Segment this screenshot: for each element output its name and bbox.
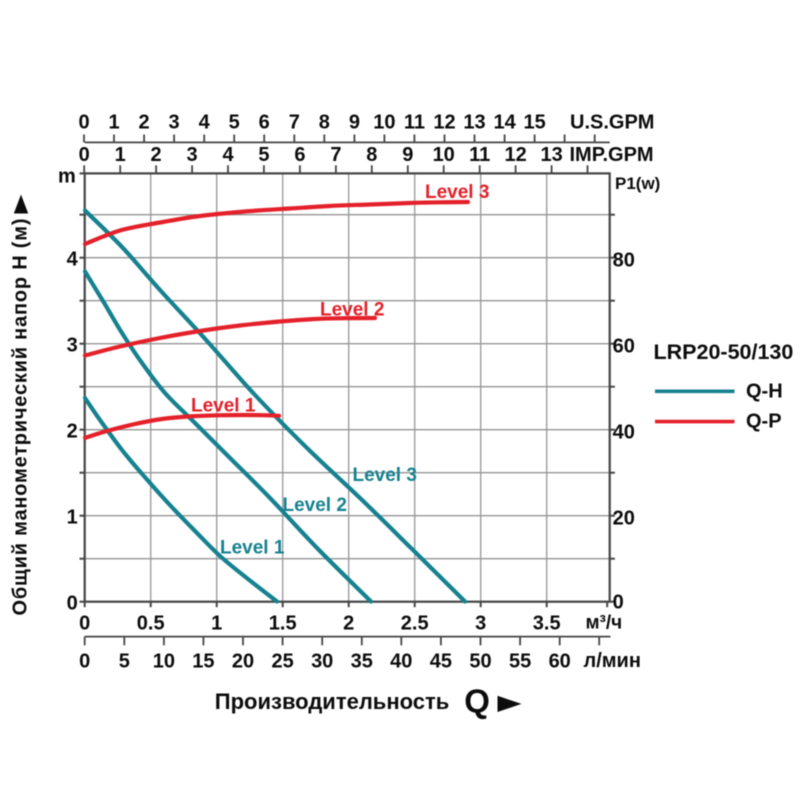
svg-text:50: 50 [469,651,491,673]
svg-text:1: 1 [67,506,78,528]
svg-text:0: 0 [78,112,89,134]
svg-text:IMP.GPM: IMP.GPM [570,144,654,166]
svg-text:5: 5 [119,651,130,673]
svg-text:6: 6 [294,144,305,166]
svg-text:12: 12 [504,144,526,166]
svg-text:4: 4 [222,144,234,166]
svg-text:м³/ч: м³/ч [586,613,623,634]
svg-text:Level 1: Level 1 [220,538,285,559]
svg-text:3.5: 3.5 [533,612,561,634]
svg-text:5: 5 [258,144,269,166]
svg-text:Q-H: Q-H [746,381,783,403]
svg-text:60: 60 [549,651,571,673]
svg-text:2: 2 [67,420,78,442]
svg-text:1.5: 1.5 [269,612,297,634]
svg-text:m: m [58,166,76,188]
svg-text:10: 10 [433,144,455,166]
svg-text:Level 3: Level 3 [353,465,417,486]
svg-text:0: 0 [613,592,624,614]
svg-text:40: 40 [613,422,635,444]
svg-text:2.5: 2.5 [401,612,429,634]
svg-text:1: 1 [108,112,119,134]
svg-text:Q: Q [464,683,490,720]
svg-text:2: 2 [343,612,354,634]
svg-text:9: 9 [402,144,413,166]
svg-text:Производительность: Производительность [215,689,450,714]
svg-text:9: 9 [349,112,360,134]
svg-text:20: 20 [232,651,254,673]
svg-text:10: 10 [373,112,395,134]
svg-text:P1(w): P1(w) [615,174,660,193]
svg-text:1: 1 [211,612,222,634]
svg-text:11: 11 [469,144,490,166]
svg-text:25: 25 [271,651,293,673]
svg-text:Level 2: Level 2 [283,495,347,516]
svg-text:2: 2 [151,144,162,166]
svg-text:40: 40 [390,651,412,673]
svg-text:8: 8 [319,112,330,134]
svg-text:0: 0 [67,592,78,614]
svg-text:0: 0 [79,651,90,673]
svg-text:5: 5 [229,112,240,134]
svg-text:0: 0 [79,612,90,634]
svg-text:3: 3 [169,112,180,134]
svg-text:0: 0 [79,144,90,166]
svg-text:80: 80 [613,250,635,272]
svg-text:7: 7 [289,112,300,134]
svg-text:7: 7 [330,144,341,166]
svg-text:л/мин: л/мин [584,650,641,672]
svg-text:4: 4 [199,112,211,134]
svg-text:1: 1 [115,144,126,166]
svg-text:13: 13 [540,144,562,166]
svg-text:U.S.GPM: U.S.GPM [570,112,654,134]
svg-text:45: 45 [430,651,452,673]
svg-text:20: 20 [613,508,635,530]
svg-text:6: 6 [259,112,270,134]
svg-text:LRP20-50/130: LRP20-50/130 [654,340,794,364]
svg-text:2: 2 [139,112,150,134]
svg-text:11: 11 [404,112,425,134]
svg-text:55: 55 [509,651,531,673]
svg-text:10: 10 [153,651,175,673]
svg-text:Level 3: Level 3 [425,182,489,203]
svg-text:13: 13 [463,112,485,134]
svg-text:14: 14 [493,112,516,134]
svg-text:Level 1: Level 1 [191,396,256,417]
svg-text:4: 4 [67,248,79,270]
svg-text:3: 3 [67,334,78,356]
svg-text:Общий манометрический напор Н: Общий манометрический напор Н (м) [10,219,32,616]
svg-text:3: 3 [475,612,486,634]
svg-text:60: 60 [613,336,635,358]
svg-text:12: 12 [433,112,455,134]
svg-text:15: 15 [192,651,214,673]
svg-text:30: 30 [311,651,333,673]
svg-text:0.5: 0.5 [137,612,165,634]
svg-text:Q-P: Q-P [746,411,782,433]
svg-text:8: 8 [366,144,377,166]
svg-text:35: 35 [351,651,373,673]
svg-text:Level 2: Level 2 [320,300,384,321]
svg-text:3: 3 [187,144,198,166]
svg-text:15: 15 [523,112,545,134]
